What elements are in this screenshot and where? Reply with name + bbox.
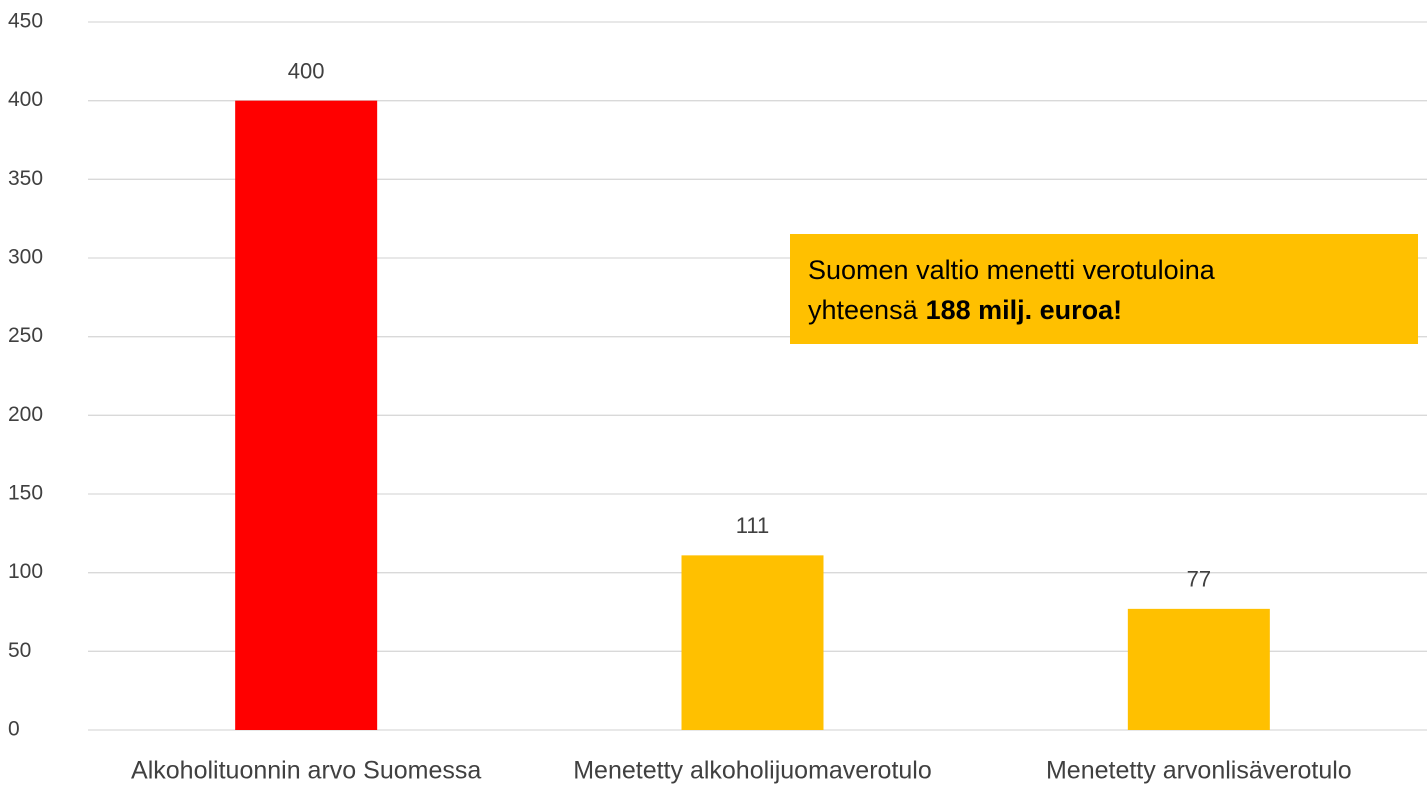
x-tick-label: Menetetty arvonlisäverotulo (1046, 757, 1352, 784)
y-tick-label: 400 (8, 88, 43, 111)
y-tick-label: 100 (8, 560, 43, 583)
bar (681, 555, 824, 730)
annotation-line: Suomen valtio menetti verotuloina (808, 255, 1216, 285)
y-tick-label: 0 (8, 718, 20, 741)
y-tick-label: 150 (8, 482, 43, 505)
y-tick-label: 50 (8, 639, 31, 662)
x-tick-label: Menetetty alkoholijuomaverotulo (573, 757, 932, 784)
annotation-emphasis: 188 milj. euroa! (926, 295, 1123, 325)
y-tick-label: 300 (8, 246, 43, 269)
y-tick-label: 200 (8, 403, 43, 426)
annotation-line: yhteensä 188 milj. euroa! (808, 295, 1122, 325)
y-tick-label: 250 (8, 324, 43, 347)
value-label: 111 (736, 513, 769, 538)
x-tick-label: Alkoholituonnin arvo Suomessa (131, 757, 481, 784)
value-label: 400 (288, 58, 325, 83)
bar (1127, 608, 1270, 730)
annotation-box (790, 234, 1418, 344)
y-tick-label: 450 (8, 10, 43, 33)
value-label: 77 (1187, 567, 1211, 592)
annotation-text: yhteensä (808, 295, 919, 325)
y-tick-label: 350 (8, 167, 43, 190)
bar (235, 100, 378, 730)
